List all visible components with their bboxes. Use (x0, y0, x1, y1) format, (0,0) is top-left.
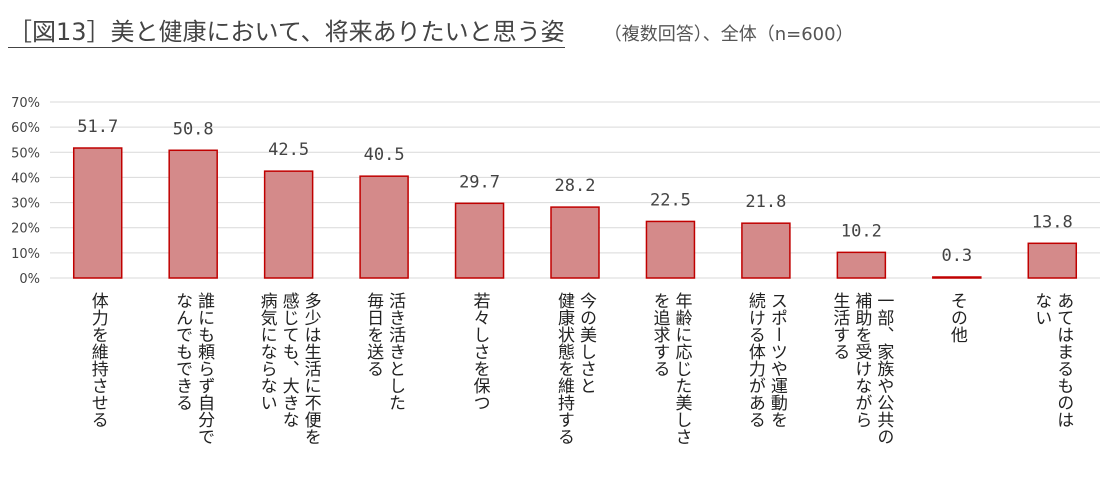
category-label: 年齢に応じた美しさ (671, 292, 692, 445)
category-label: 活き活きとした (385, 292, 406, 411)
data-label: 50.8 (173, 119, 214, 139)
bar (454, 202, 505, 279)
y-tick-label: 30% (11, 197, 40, 212)
category-label: 体力を維持させる (88, 292, 109, 428)
category-label: スポーツや運動を (767, 292, 788, 428)
bar (932, 276, 982, 279)
bar (359, 175, 409, 279)
category-label: 誰にも頼らず自分で (194, 292, 215, 445)
category-label: ない (1031, 292, 1051, 326)
bar (741, 222, 791, 279)
chart-subtitle: （複数回答）、全体（n=600） (603, 24, 854, 45)
category-label: 毎日を送る (363, 292, 384, 377)
category-label: 健康状態を維持する (554, 292, 575, 445)
data-label: 42.5 (268, 140, 309, 160)
bar (645, 220, 696, 279)
chart-title: ［図13］美と健康において、将来ありたいと思う姿 (8, 18, 565, 48)
y-tick-label: 20% (11, 222, 40, 237)
y-tick-label: 10% (11, 247, 40, 262)
bar (1027, 242, 1078, 279)
bar (263, 170, 314, 279)
category-label: 補助を受けながら (851, 292, 872, 428)
category-label: 今の美しさと (576, 292, 597, 394)
y-tick-label: 60% (11, 121, 40, 136)
category-label: 感じても、大きな (279, 292, 300, 428)
y-tick-label: 50% (11, 146, 40, 161)
category-label: 病気にならない (257, 292, 278, 411)
data-label: 13.8 (1032, 212, 1073, 232)
category-label: 多少は生活に不便を (301, 292, 322, 445)
title-row: ［図13］美と健康において、将来ありたいと思う姿 （複数回答）、全体（n=600… (8, 12, 854, 48)
bar (836, 251, 887, 279)
y-tick-label: 0% (19, 272, 40, 287)
data-label: 0.3 (941, 246, 972, 266)
data-label: 29.7 (459, 172, 500, 192)
bar (168, 149, 218, 279)
category-label: 生活する (829, 292, 850, 360)
category-label: を追求する (649, 292, 670, 377)
category-label: あてはまるものは (1053, 292, 1073, 428)
category-label: その他 (947, 292, 968, 343)
data-label: 51.7 (77, 117, 118, 137)
category-label: 若々しさを保つ (470, 292, 491, 411)
y-tick-label: 40% (11, 171, 40, 186)
data-label: 10.2 (841, 221, 882, 241)
bar (550, 206, 600, 279)
category-label: 続ける体力がある (745, 292, 766, 428)
y-tick-label: 70% (11, 96, 40, 111)
data-label: 21.8 (745, 192, 786, 212)
bar (72, 147, 123, 279)
category-label: なんでもできる (172, 292, 192, 411)
data-label: 28.2 (555, 176, 596, 196)
category-label: 一部、家族や公共の (873, 292, 894, 445)
data-label: 40.5 (364, 145, 405, 165)
data-label: 22.5 (650, 190, 691, 210)
